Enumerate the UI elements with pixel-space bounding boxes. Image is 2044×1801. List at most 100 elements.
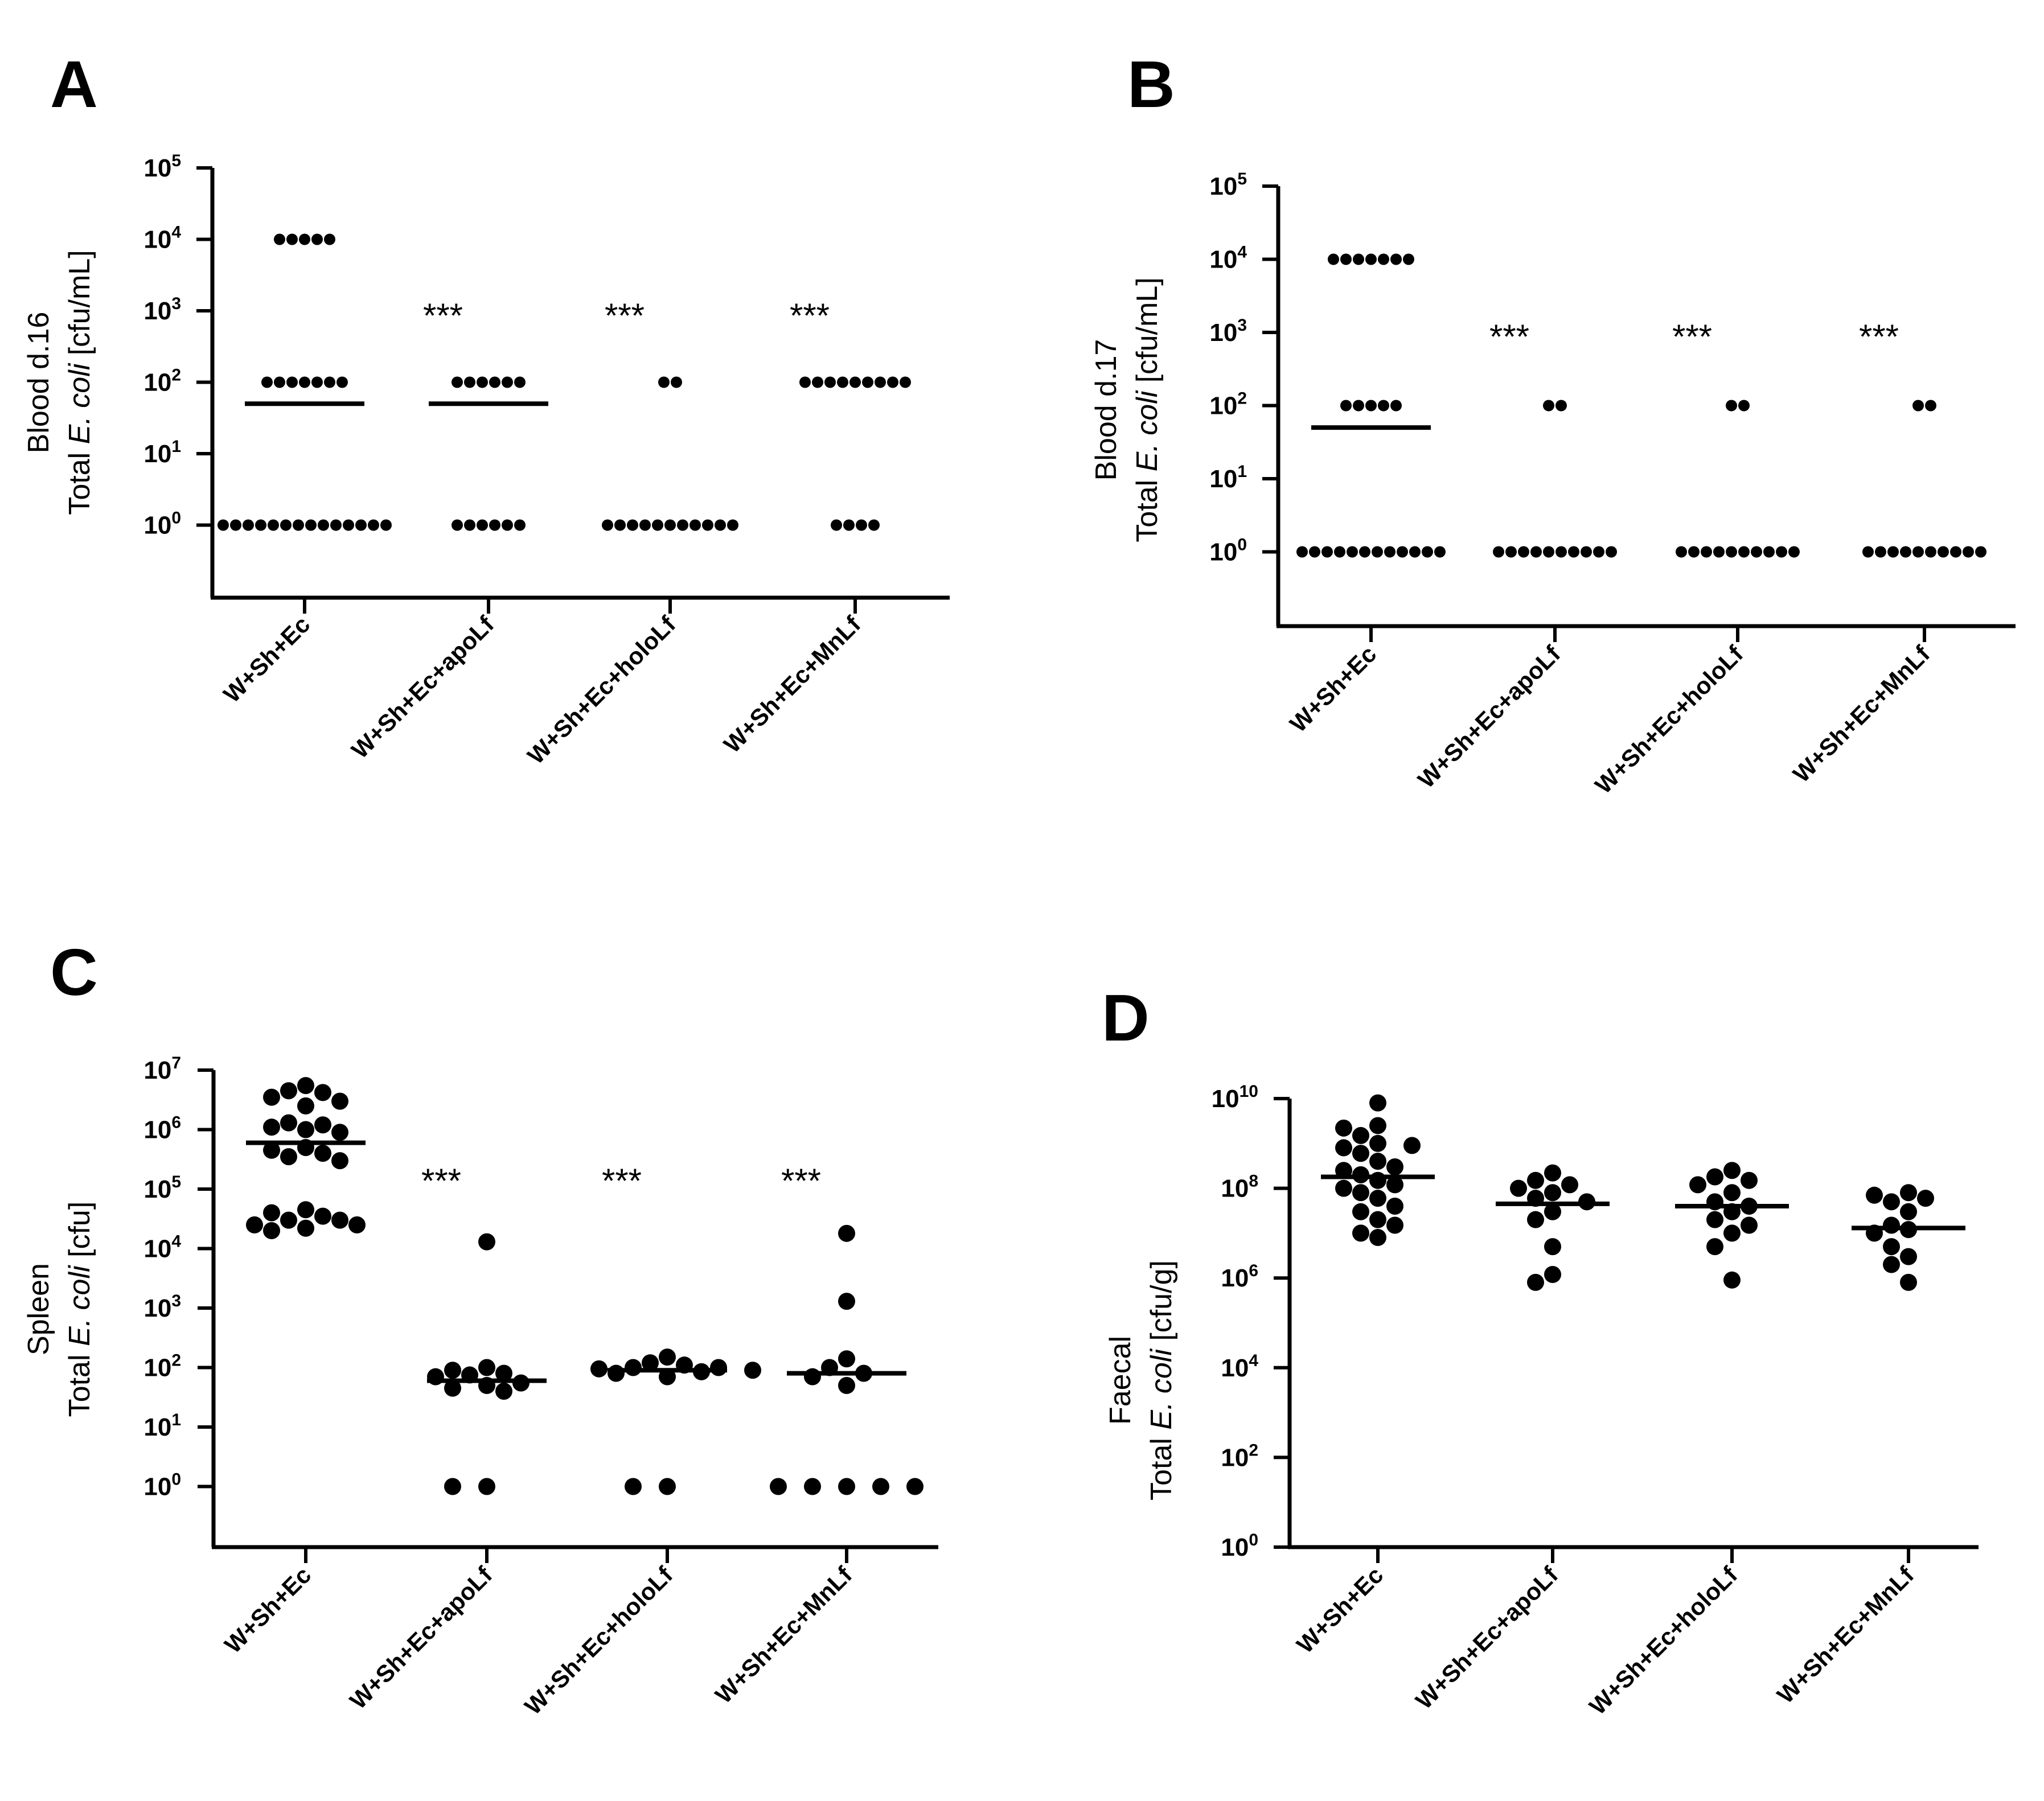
data-point — [1688, 546, 1700, 558]
data-point — [305, 519, 317, 531]
data-point — [263, 1088, 280, 1106]
y-axis-title: Blood d.17Total E. coli [cfu/mL] — [1090, 277, 1164, 542]
data-point — [331, 1092, 348, 1110]
y-tick-label: 103 — [143, 294, 181, 325]
data-point — [1359, 546, 1370, 558]
data-point — [297, 1121, 314, 1138]
data-point — [1352, 1203, 1369, 1220]
data-point — [608, 1364, 625, 1382]
data-point — [478, 1478, 495, 1495]
data-point — [514, 376, 526, 388]
panel-letter: C — [50, 935, 98, 1009]
y-tick-label: 100 — [143, 1470, 181, 1501]
data-point — [1369, 1134, 1386, 1152]
data-point — [1369, 1171, 1386, 1189]
group-1: W+Sh+Ec — [1284, 253, 1446, 737]
data-point — [1518, 546, 1529, 558]
group-1: W+Sh+Ec — [1291, 1094, 1435, 1658]
data-point — [1544, 1238, 1561, 1256]
significance-stars: *** — [1859, 318, 1899, 356]
y-tick-label: 101 — [143, 1411, 181, 1441]
data-point — [1555, 546, 1567, 558]
group-3: W+Sh+Ec+holoLf *** — [519, 1162, 761, 1720]
data-point — [268, 519, 279, 531]
y-tick-label: 104 — [1209, 243, 1247, 274]
data-point — [1883, 1256, 1900, 1273]
category-label: W+Sh+Ec — [219, 1561, 316, 1658]
data-point — [625, 1478, 642, 1495]
data-point — [246, 1216, 263, 1233]
data-point — [1706, 1238, 1723, 1256]
data-point — [311, 233, 323, 245]
data-point — [495, 1364, 512, 1382]
data-point — [286, 376, 298, 388]
data-point — [1938, 546, 1949, 558]
data-point — [1335, 1179, 1352, 1197]
y-tick-label: 103 — [1209, 316, 1247, 347]
data-point — [831, 519, 842, 531]
y-tick-label: 106 — [1221, 1261, 1258, 1292]
data-point — [314, 1145, 331, 1162]
y-tick-label: 102 — [1221, 1441, 1258, 1471]
data-point — [1543, 546, 1554, 558]
data-point — [1530, 546, 1542, 558]
data-point — [625, 1359, 642, 1376]
data-point — [343, 519, 354, 531]
data-point — [900, 376, 911, 388]
data-point — [314, 1084, 331, 1101]
y-tick-label: 102 — [1209, 389, 1247, 420]
group-3: W+Sh+Ec+holoLf *** — [522, 297, 738, 769]
data-point — [1689, 1176, 1706, 1194]
data-point — [642, 1354, 659, 1372]
category-label: W+Sh+Ec+MnLf — [710, 1561, 857, 1708]
data-point — [1726, 546, 1737, 558]
data-point — [1925, 400, 1936, 412]
data-point — [1561, 1176, 1578, 1194]
data-point — [1365, 253, 1377, 265]
data-point — [1505, 546, 1517, 558]
data-point — [1723, 1184, 1741, 1202]
data-point — [297, 1219, 314, 1237]
data-point — [1963, 546, 1974, 558]
data-point — [862, 376, 873, 388]
data-point — [590, 1360, 608, 1378]
data-point — [1738, 546, 1750, 558]
data-point — [838, 1350, 855, 1368]
group-3: W+Sh+Ec+holoLf — [1584, 1162, 1789, 1720]
data-point — [331, 1211, 348, 1229]
data-point — [243, 519, 254, 531]
y-tick-label: 104 — [143, 1232, 181, 1263]
data-point — [1900, 1248, 1917, 1265]
data-point — [1527, 1211, 1544, 1228]
group-1: W+Sh+Ec — [217, 233, 392, 708]
data-point — [1386, 1176, 1403, 1194]
data-point — [804, 1478, 821, 1495]
data-point — [671, 376, 682, 388]
data-point — [659, 1478, 676, 1495]
significance-stars: *** — [1672, 318, 1712, 356]
data-point — [1334, 546, 1345, 558]
data-point — [1723, 1162, 1741, 1179]
data-point — [770, 1478, 787, 1495]
y-tick-label: 103 — [143, 1292, 181, 1322]
data-point — [263, 1204, 280, 1222]
data-point — [727, 519, 738, 531]
data-point — [1701, 546, 1712, 558]
data-point — [297, 1097, 314, 1115]
y-tick-label: 106 — [143, 1113, 181, 1144]
data-point — [812, 376, 823, 388]
data-point — [1386, 1197, 1403, 1215]
data-point — [1900, 546, 1911, 558]
data-point — [1352, 1126, 1369, 1144]
data-point — [1883, 1193, 1900, 1211]
data-point — [280, 1148, 297, 1166]
data-point — [875, 376, 886, 388]
data-point — [1544, 1265, 1561, 1283]
category-label: W+Sh+Ec+holoLf — [1590, 640, 1749, 799]
y-tick-label: 102 — [143, 366, 181, 397]
data-point — [1372, 546, 1383, 558]
data-point — [1353, 400, 1364, 412]
data-point — [1776, 546, 1787, 558]
data-point — [1296, 546, 1308, 558]
